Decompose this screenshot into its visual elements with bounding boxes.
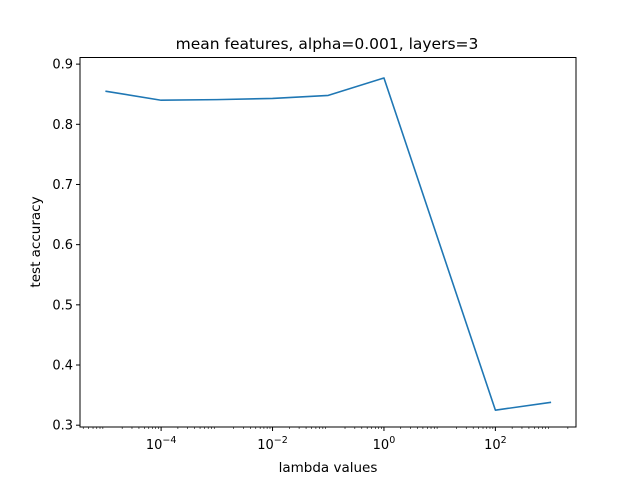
- y-tick-label: 0.5: [52, 298, 73, 313]
- x-tick-label: 102: [484, 435, 507, 453]
- y-tick-label: 0.4: [52, 359, 73, 374]
- x-tick-label: 10−4: [146, 435, 177, 453]
- x-axis-label: lambda values: [279, 460, 378, 476]
- x-tick-label: 100: [373, 435, 396, 453]
- y-tick-label: 0.6: [52, 238, 73, 253]
- y-axis-label: test accuracy: [28, 196, 44, 287]
- y-tick-label: 0.9: [52, 58, 73, 73]
- series-line: [105, 77, 552, 411]
- plot-area: [105, 77, 552, 411]
- x-axis: 10−4 10−2 100 102: [82, 427, 569, 453]
- chart-title: mean features, alpha=0.001, layers=3: [176, 35, 479, 53]
- y-tick-label: 0.8: [52, 118, 73, 133]
- axes-frame: [79, 57, 577, 428]
- y-tick-label: 0.3: [52, 419, 73, 434]
- x-tick-label: 10−2: [257, 435, 288, 453]
- y-tick-label: 0.7: [52, 178, 73, 193]
- y-axis: 0.3 0.4 0.5 0.6 0.7 0.8 0.9: [52, 58, 80, 434]
